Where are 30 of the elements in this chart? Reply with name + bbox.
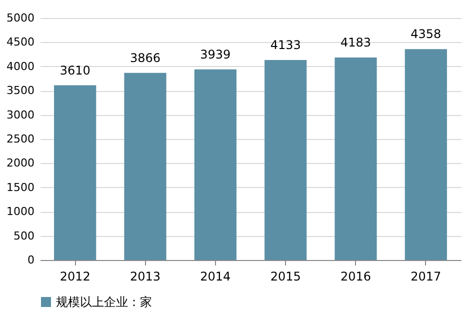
data-label: 3610 (60, 63, 90, 78)
x-tick-label: 2016 (340, 270, 372, 284)
data-label: 4133 (270, 38, 301, 52)
data-label: 4183 (340, 36, 372, 50)
x-tick-label: 2013 (130, 270, 161, 284)
data-label: 3939 (200, 47, 231, 62)
bar (194, 69, 236, 260)
x-tick-label: 2012 (60, 270, 90, 284)
y-tick-label: 2000 (6, 156, 34, 170)
legend-label: 规模以上企业：家 (56, 295, 152, 309)
bar (264, 60, 307, 260)
x-tick-label: 2017 (410, 270, 442, 284)
x-tick-label: 2015 (270, 270, 301, 284)
y-tick-label: 3500 (6, 84, 34, 98)
data-label: 4358 (410, 27, 442, 42)
y-tick-label: 0 (28, 254, 34, 266)
y-tick-label: 1000 (6, 205, 34, 218)
y-tick-label: 5000 (6, 12, 34, 24)
bar (124, 72, 166, 260)
x-tick-label: 2014 (200, 270, 231, 284)
y-tick-label: 1500 (6, 180, 34, 194)
data-label: 3866 (130, 50, 161, 65)
y-tick-label: 4000 (6, 60, 34, 73)
bar (404, 49, 447, 260)
y-tick-label: 500 (14, 229, 34, 242)
bar (334, 58, 377, 260)
y-tick-label: 2500 (6, 132, 34, 146)
bar (54, 85, 96, 260)
y-tick-label: 3000 (6, 108, 34, 122)
y-tick-label: 4500 (6, 36, 34, 49)
